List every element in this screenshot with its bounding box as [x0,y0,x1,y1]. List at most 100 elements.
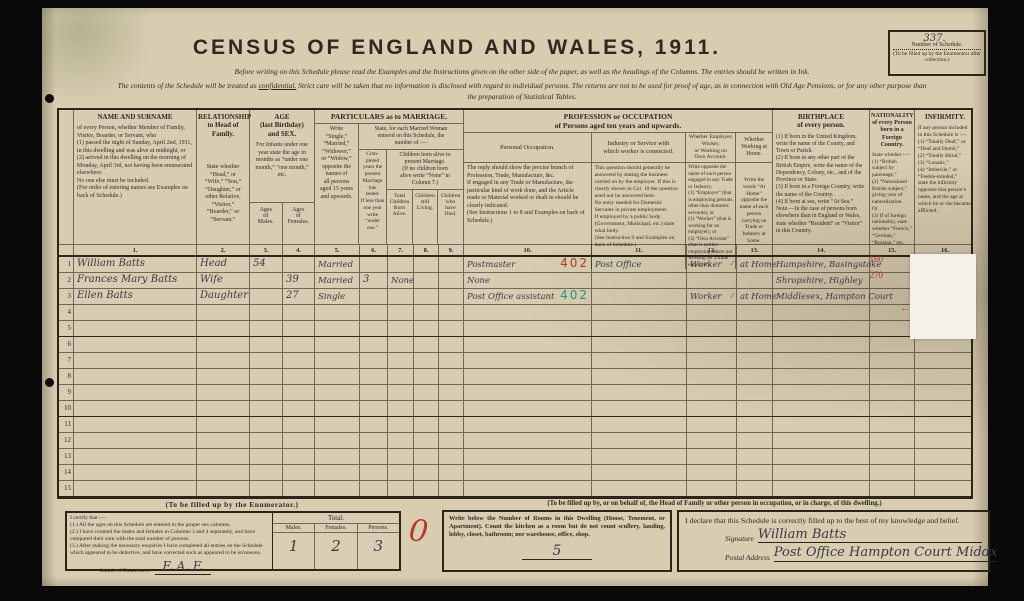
employer-mark: ✓ [729,259,736,268]
cell-children-born [388,321,414,336]
cell-name [74,385,197,400]
column-header-profession: PROFESSION or OCCUPATION of Persons aged… [464,110,773,269]
cell-employer [687,369,737,384]
cell-birthplace: Middlesex, Hampton Court [773,289,893,304]
cell-birthplace [773,369,870,384]
cell-relationship [197,321,250,336]
cell-working-at-home [737,353,773,368]
cell-years-married [360,465,388,480]
cell-age-female [283,417,315,432]
industry-title: Industry or Service with which worker is… [591,133,686,163]
males-label: Males. [273,524,316,532]
cell-employer-value: Worker [690,292,722,302]
marriage-group-title: PARTICULARS as to MARRIAGE. [315,110,463,124]
cell-infirmity [915,337,975,352]
cell-marriage [315,337,360,352]
relationship-column-desc: State whether “Head,” or “Wife,” “Son,” … [204,164,242,223]
cell-years-married [360,433,388,448]
cell-children-died [439,353,464,368]
cell-children-died [439,465,464,480]
schedule-number-note: (To be filled up by the Enumerator after… [893,51,981,64]
cell-relationship: Head [197,257,250,272]
cell-occupation [464,433,592,448]
column-header-rownum [59,110,74,244]
table-row: 9 [59,385,971,401]
row-number: 4 [59,305,74,320]
initials-value: F. A. F. [154,559,212,575]
name-column-title: NAME AND SURNAME [97,113,173,121]
cell-marriage-value: Married [318,260,354,270]
totals-labels: Males. Females. Persons. [273,524,399,533]
cell-nationality [870,369,915,384]
column-number: 13. [737,245,773,255]
cell-children-living [414,465,439,480]
cell-occupation [464,353,592,368]
table-row: 14 [59,465,971,481]
table-row: 7 [59,353,971,369]
census-form: 337. Number of Schedule. (To be filled u… [42,8,998,586]
cell-relationship [197,369,250,384]
children-group: Children born alive to present Marriage.… [387,150,463,244]
cell-relationship [197,433,250,448]
column-number: 16. [940,247,950,254]
column-number: 11. [592,245,687,255]
cell-birthplace-value: Hampshire, Basingstoke [776,260,882,270]
enumerator-arrow-mark: ← [900,303,910,314]
cell-children-died [439,417,464,432]
cell-name [74,401,197,416]
cell-years-married [360,449,388,464]
cell-industry [592,273,687,288]
form-title: CENSUS OF ENGLAND AND WALES, 1911. [192,36,722,59]
schedule-number-value: 337. [923,33,946,44]
cell-children-born [388,449,414,464]
cell-children-living [414,273,439,288]
cell-years-married [360,385,388,400]
cell-employer: Worker ✓ [687,289,737,304]
cell-employer [687,417,737,432]
birthplace-title: BIRTHPLACE of every person. [797,113,845,130]
instructions-line1: Before writing on this Schedule please r… [234,67,810,76]
rooms-instructions: Write below the Number of Rooms in this … [449,515,665,539]
employer-worker-header: Whether Employer, Worker, or Working on … [686,133,737,269]
cell-industry [592,481,687,496]
cell-infirmity [915,433,975,448]
ages-of-males-header: Ages of Males. [250,203,283,244]
cell-employer [687,401,737,416]
cell-nationality [870,465,915,480]
row-number: 3 [59,289,74,304]
cell-children-died [439,273,464,288]
cell-children-living [414,449,439,464]
table-row: 15 [59,481,971,497]
cell-industry [592,369,687,384]
binding-hole-icon [45,378,54,387]
cell-years-married [360,369,388,384]
cell-relationship-value: Head [200,258,228,269]
cell-age-male [250,449,283,464]
declaration-box: I declare that this Schedule is correctl… [677,510,998,572]
cell-industry [592,417,687,432]
cell-employer-value: Worker [690,260,722,270]
column-number: 15. [870,245,915,255]
cell-birthplace [773,449,870,464]
cell-children-born [388,257,414,272]
column-number-row: 1. 2. 3. 4. 5. 6. 7. 8. 9. 10. 11. 12. 1… [59,244,971,257]
column-number: 8. [414,245,439,255]
cell-industry [592,433,687,448]
cell-infirmity [915,449,975,464]
personal-occupation-header: Personal Occupation. The reply should sh… [464,133,592,269]
cell-age-female [283,353,315,368]
occupation-code: 402 [560,288,589,302]
enumerator-certification: I certify that :— (1.) All the ages on t… [67,513,272,575]
cell-age-male [250,433,283,448]
children-born-header: Total Children Born Alive. [387,189,413,244]
cell-age-female [283,369,315,384]
row-number: 11 [59,417,74,432]
cell-age-female [283,481,315,496]
signature-label: Signature [725,534,754,544]
cell-marriage: Married [315,273,360,288]
cell-marriage [315,465,360,480]
cell-employer [687,481,737,496]
cell-age-male [250,385,283,400]
marriage-condition-header: Write “Single,” “Married,” “Widower,” or… [315,124,359,244]
cell-children-living [414,305,439,320]
